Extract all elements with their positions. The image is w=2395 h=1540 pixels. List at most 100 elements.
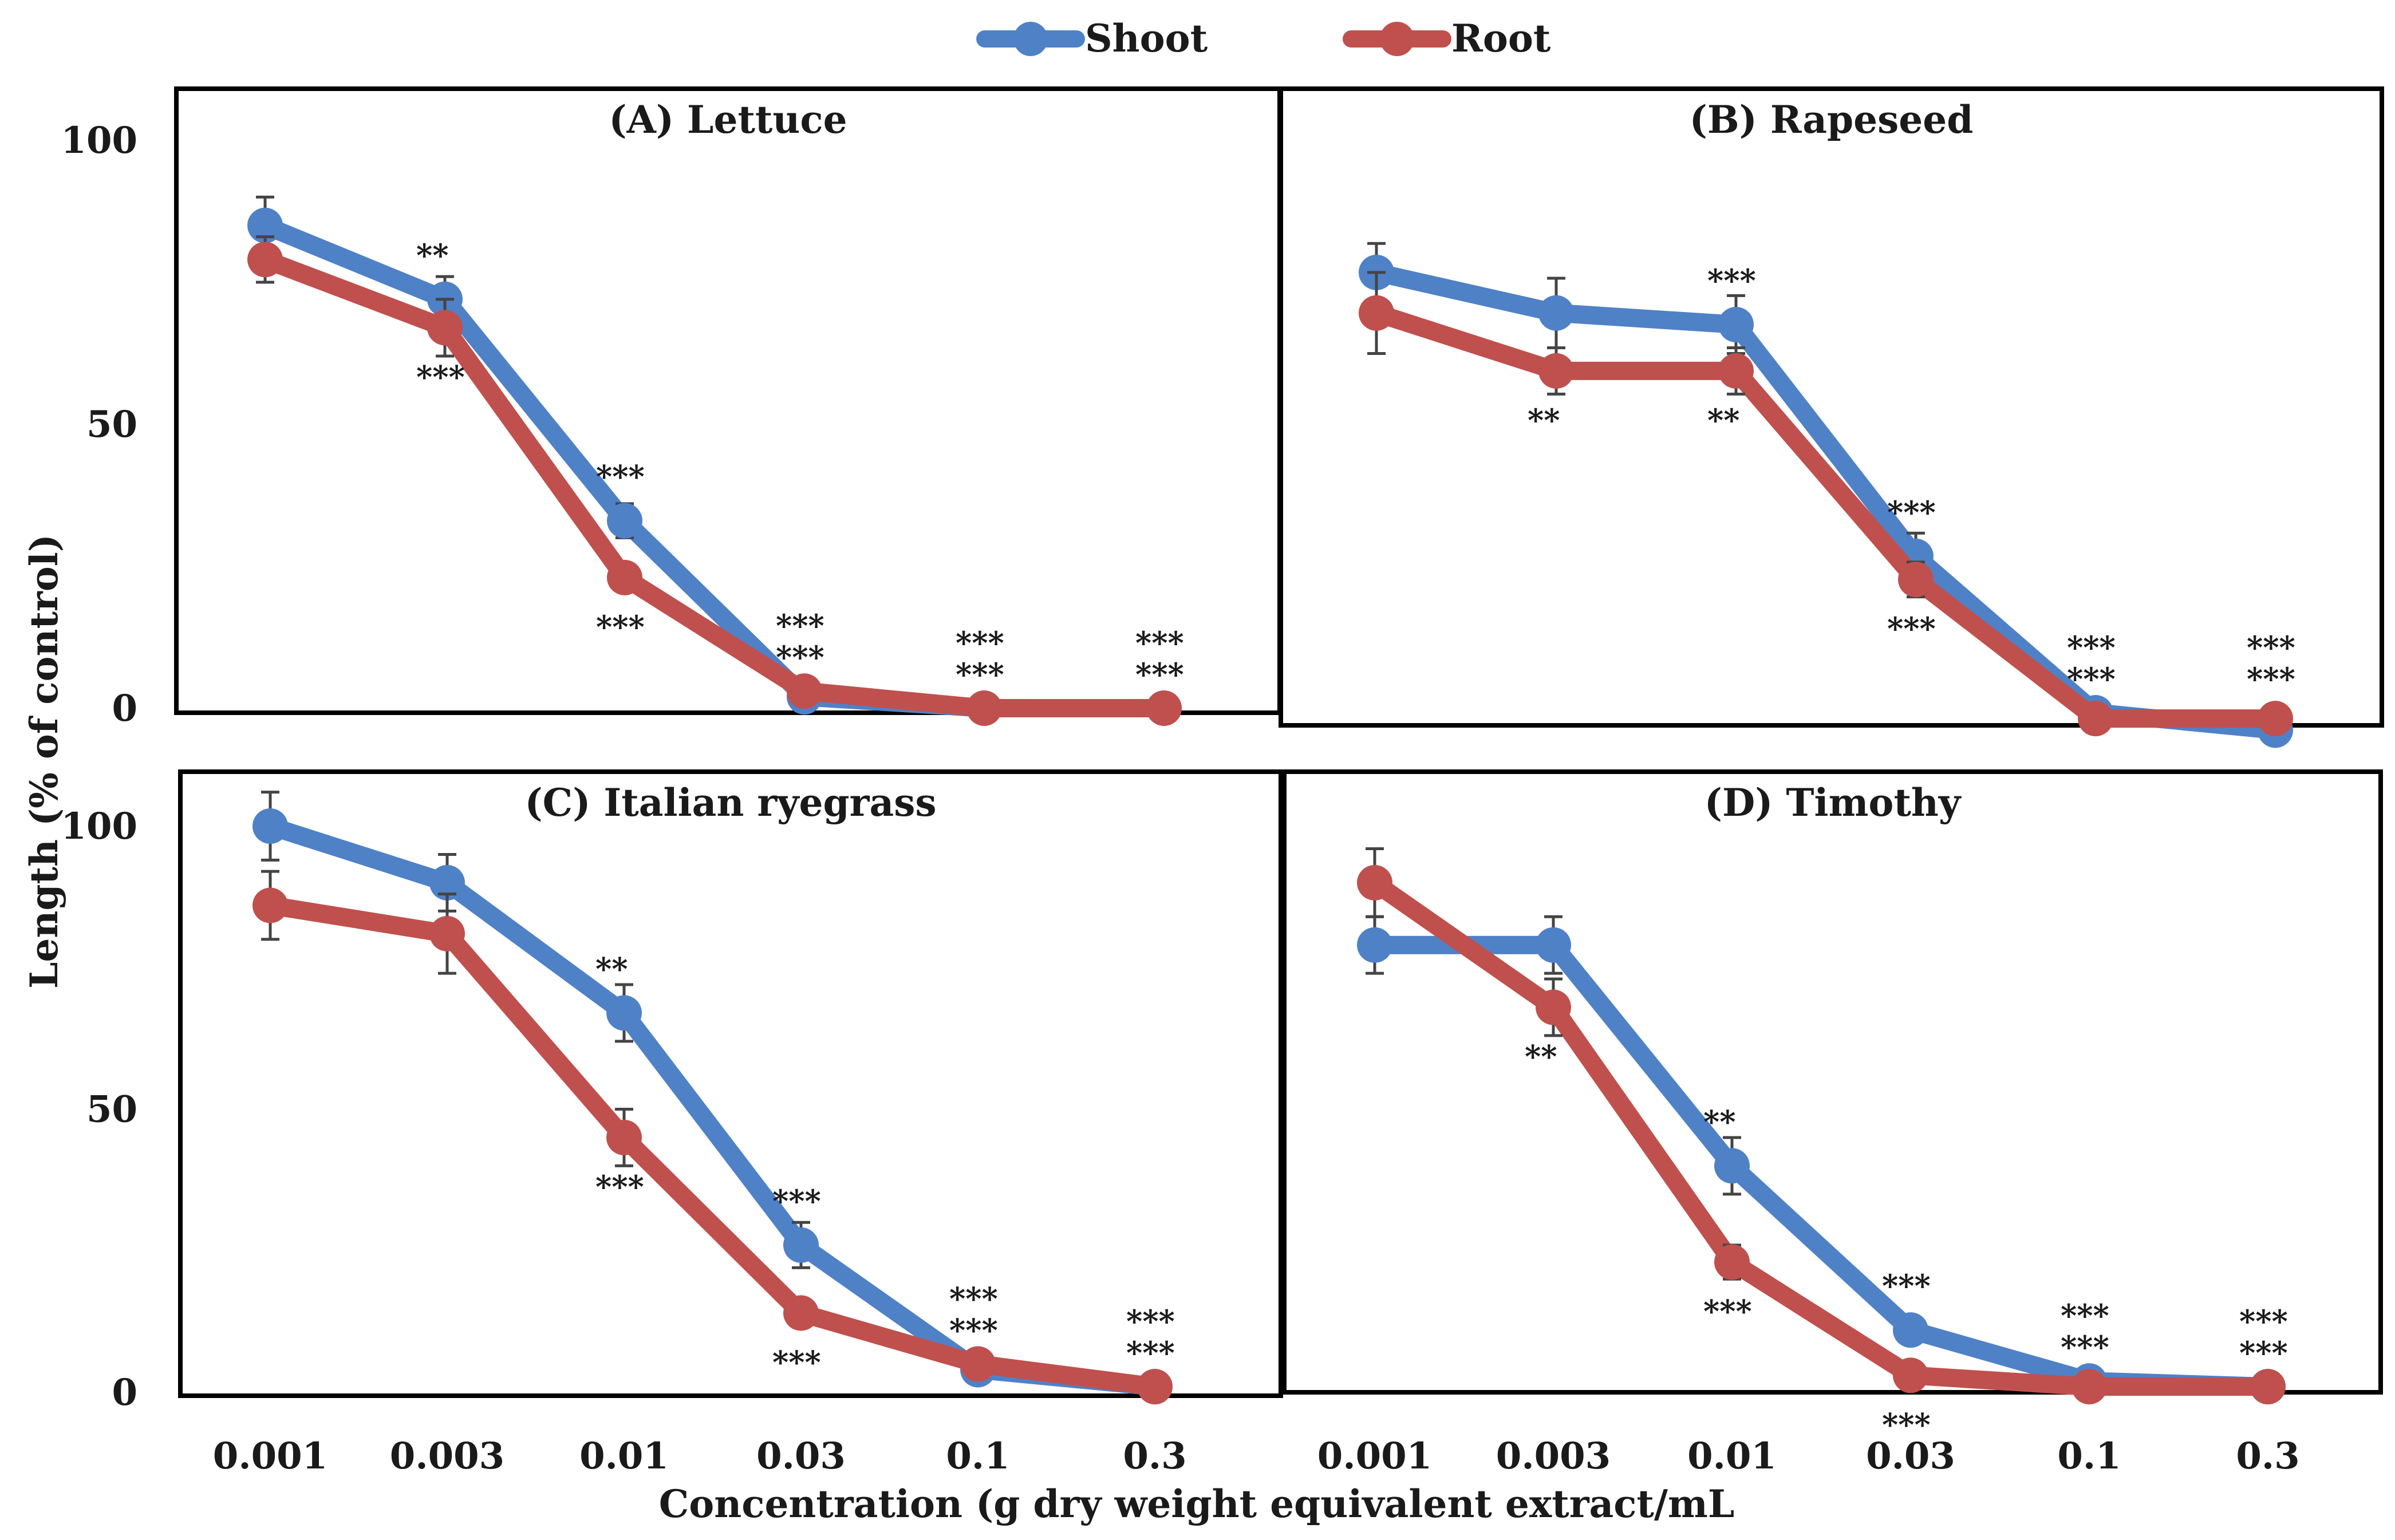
root-point [2258,701,2293,737]
root-significance: *** [596,609,645,645]
x-tick-label: 0.001 [1317,1435,1432,1478]
panel-frame [1279,86,2384,728]
x-tick-label: 0.3 [1123,1435,1186,1478]
x-tick-label: 0.03 [756,1435,846,1478]
shoot-significance: ** [595,950,628,987]
root-point [1893,1357,1928,1393]
shoot-significance: *** [772,1183,821,1219]
x-tick-label: 0.01 [579,1435,669,1478]
y-tick-label: 0 [112,687,137,730]
shoot-significance: *** [2239,1303,2288,1340]
y-tick-label: 0 [112,1371,137,1414]
root-point [606,1119,642,1155]
root-point [1359,295,1394,331]
y-tick-label: 100 [61,805,137,848]
legend-root-marker [1380,22,1414,56]
root-line [261,896,1164,1396]
root-point [1146,690,1182,726]
shoot-significance: *** [2067,629,2116,666]
root-point [1538,353,1574,389]
shoot-point [1714,1148,1750,1184]
root-point [427,310,463,346]
panel-italian-ryegrass: (C) Italian ryegrass 0 50 100 0.001 0.003 0.01… [61,769,1283,1478]
root-significance: *** [2239,1334,2288,1371]
x-tick-label: 0.03 [1866,1435,1955,1478]
x-tick-label: 0.1 [946,1435,1009,1478]
root-significance: *** [595,1168,644,1205]
root-significance: *** [2061,1329,2109,1365]
shoot-point [247,207,283,243]
shoot-point [783,1227,819,1263]
root-significance: ** [1707,402,1739,439]
root-significance: ** [1528,402,1560,439]
shoot-point [607,503,642,539]
shoot-significance: *** [2247,629,2295,666]
legend: Shoot Root [976,16,1551,61]
legend-shoot-marker [1013,22,1048,56]
shoot-point [252,808,288,844]
x-tick-label: 0.1 [2057,1435,2121,1478]
root-point [247,242,283,278]
root-point [2250,1369,2286,1405]
root-significance: *** [956,656,1004,693]
root-point [787,673,822,709]
root-point [1536,989,1571,1025]
y-tick-label: 50 [86,403,137,446]
root-significance: *** [2247,661,2295,697]
root-line [256,250,1173,717]
x-tick-label: 0.001 [213,1435,328,1478]
root-significance: *** [416,358,465,395]
y-tick-label: 50 [86,1088,137,1131]
root-point [1357,864,1392,901]
shoot-significance: ** [1703,1103,1735,1140]
root-significance: ** [1525,1038,1557,1075]
shoot-significance: *** [1887,494,1936,531]
shoot-point [1718,306,1754,342]
root-point [1898,562,1934,598]
root-line [1367,303,2284,728]
shoot-point [1536,927,1571,963]
root-point [252,887,288,923]
x-tick-label: 0.3 [2236,1435,2299,1478]
root-significance: *** [1887,610,1936,647]
panel-lettuce: (A) Lettuce050100***********************… [61,86,1282,730]
panel-title: (D) Timothy [1704,780,1962,825]
root-line [1366,873,2277,1396]
shoot-significance: *** [1135,625,1184,661]
legend-root-label: Root [1451,16,1551,61]
panel-frame [178,769,1283,1398]
root-point [1137,1369,1173,1405]
shoot-point [1357,927,1392,963]
panel-title: (A) Lettuce [609,97,847,142]
root-significance: *** [2067,661,2116,697]
shoot-significance: *** [2061,1297,2109,1334]
shoot-significance: *** [776,607,824,644]
panel-title: (B) Rapeseed [1690,97,1974,142]
root-significance: *** [1882,1406,1931,1443]
root-point [1718,353,1754,389]
shoot-significance: *** [1882,1267,1931,1304]
shoot-point [1893,1312,1928,1348]
root-point [429,915,465,951]
y-tick-label: 100 [61,119,137,162]
x-axis-label: Concentration (g dry weight equivalent e… [659,1482,1735,1526]
shoot-point [429,864,465,901]
root-significance: *** [776,639,824,676]
root-point [2078,701,2113,737]
shoot-line [261,817,1164,1396]
root-significance: *** [1126,1334,1175,1371]
root-point [607,559,642,595]
root-significance: *** [949,1312,998,1349]
shoot-significance: *** [949,1281,998,1317]
root-point [966,690,1002,726]
root-significance: *** [1703,1293,1752,1330]
root-point [960,1346,996,1382]
shoot-significance: ** [416,237,448,274]
shoot-point [606,995,642,1031]
shoot-significance: *** [956,625,1004,661]
shoot-significance: *** [596,459,645,495]
panel-frame [1282,769,2383,1395]
shoot-line [1367,263,2284,740]
